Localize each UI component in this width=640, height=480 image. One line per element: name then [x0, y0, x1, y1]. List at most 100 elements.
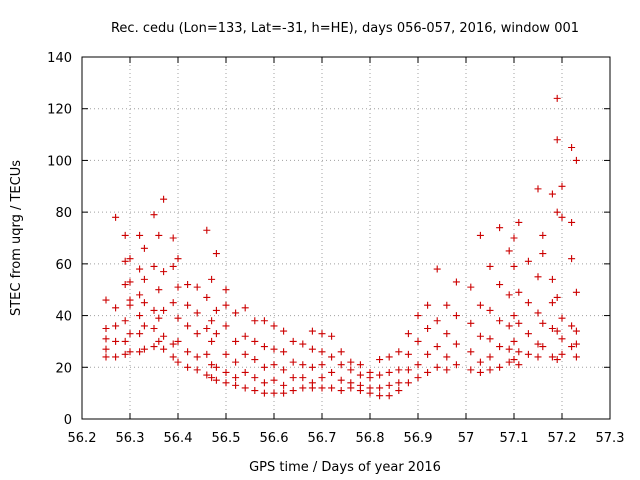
- data-point: [112, 337, 120, 345]
- data-point: [548, 190, 556, 198]
- data-point: [232, 309, 240, 317]
- data-point: [121, 231, 129, 239]
- data-point: [112, 304, 120, 312]
- data-point: [150, 325, 158, 332]
- data-point: [476, 231, 484, 239]
- y-tick-label: 120: [47, 103, 72, 118]
- data-point: [193, 366, 201, 374]
- data-point: [414, 312, 422, 320]
- data-point: [232, 358, 240, 366]
- data-point: [385, 381, 393, 389]
- data-point: [534, 273, 542, 281]
- data-point: [496, 224, 504, 232]
- data-point: [160, 306, 168, 314]
- data-point: [174, 314, 182, 322]
- data-point: [568, 255, 576, 263]
- data-point: [524, 257, 532, 265]
- data-point: [222, 368, 230, 376]
- data-point: [524, 350, 532, 358]
- data-point: [486, 353, 494, 361]
- data-point: [193, 353, 201, 361]
- data-point: [126, 278, 134, 286]
- data-point: [553, 94, 561, 102]
- data-point: [558, 314, 566, 322]
- data-point: [467, 319, 475, 327]
- data-point: [433, 317, 441, 325]
- data-point: [452, 361, 460, 369]
- data-point: [203, 325, 211, 332]
- chart-title: Rec. cedu (Lon=133, Lat=-31, h=HE), days…: [111, 21, 579, 36]
- data-point: [208, 337, 216, 345]
- data-point: [395, 379, 403, 387]
- data-point: [452, 278, 460, 286]
- data-point: [251, 356, 259, 364]
- data-point: [121, 350, 129, 358]
- data-point: [356, 361, 364, 369]
- data-point: [203, 350, 211, 358]
- data-point: [404, 330, 412, 338]
- data-point: [203, 293, 211, 301]
- data-point: [433, 265, 441, 273]
- data-point: [510, 356, 518, 364]
- data-point: [280, 327, 288, 335]
- data-point: [208, 275, 216, 283]
- data-point: [337, 376, 345, 384]
- data-point: [524, 330, 532, 338]
- data-point: [515, 319, 523, 327]
- data-point: [289, 358, 297, 366]
- data-point: [280, 389, 288, 397]
- data-point: [140, 244, 148, 252]
- data-point: [102, 335, 110, 343]
- data-point: [260, 343, 268, 351]
- data-point: [299, 374, 307, 382]
- data-point: [251, 337, 259, 345]
- data-point: [505, 322, 513, 330]
- data-point: [376, 356, 384, 364]
- data-point: [328, 332, 336, 340]
- data-point: [553, 208, 561, 216]
- data-point: [515, 218, 523, 226]
- data-point: [193, 283, 201, 291]
- y-tick-label: 0: [64, 413, 72, 428]
- data-point: [505, 358, 513, 366]
- data-point: [539, 250, 547, 258]
- data-point: [203, 226, 211, 234]
- data-point: [308, 345, 316, 353]
- data-point: [385, 353, 393, 361]
- data-point: [251, 387, 259, 395]
- x-axis-label: GPS time / Days of year 2016: [249, 460, 441, 475]
- data-point: [169, 353, 177, 361]
- data-point: [222, 322, 230, 330]
- data-point: [553, 293, 561, 301]
- data-point: [486, 306, 494, 314]
- x-tick-labels: 56.2 56.3 56.4 56.5 56.6 56.7 56.8 56.9 57 57.1 57…: [68, 431, 625, 446]
- data-point: [452, 340, 460, 348]
- data-point: [155, 337, 163, 345]
- data-point: [347, 384, 355, 392]
- x-tick-label: 56.7: [308, 431, 337, 446]
- data-point: [539, 343, 547, 351]
- data-point: [510, 337, 518, 345]
- data-point: [347, 366, 355, 374]
- data-point: [208, 317, 216, 325]
- data-point: [222, 379, 230, 387]
- y-tick-label: 80: [55, 206, 72, 221]
- data-point: [174, 255, 182, 263]
- data-point: [553, 356, 561, 364]
- data-point: [568, 218, 576, 226]
- data-point: [174, 358, 182, 366]
- data-point: [414, 337, 422, 345]
- data-point: [251, 317, 259, 325]
- data-point: [251, 374, 259, 382]
- data-point: [337, 387, 345, 395]
- data-point: [184, 301, 192, 309]
- x-tick-label: 56.3: [116, 431, 145, 446]
- data-point: [184, 363, 192, 371]
- data-point: [174, 337, 182, 345]
- data-point: [534, 340, 542, 348]
- data-point: [328, 353, 336, 361]
- data-point: [270, 322, 278, 330]
- data-point: [424, 301, 432, 309]
- data-point: [270, 389, 278, 397]
- data-point: [121, 317, 129, 325]
